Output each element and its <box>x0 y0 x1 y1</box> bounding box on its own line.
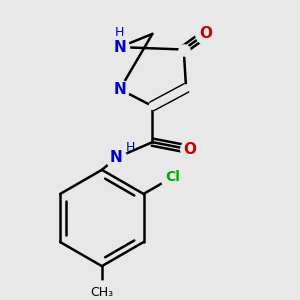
Text: Cl: Cl <box>165 170 180 184</box>
Text: O: O <box>199 26 212 41</box>
Text: N: N <box>113 40 126 55</box>
Text: O: O <box>183 142 196 157</box>
Text: H: H <box>126 141 135 154</box>
Text: N: N <box>110 150 123 165</box>
Text: N: N <box>113 82 126 97</box>
Text: H: H <box>115 26 124 39</box>
Text: CH₃: CH₃ <box>90 286 113 299</box>
